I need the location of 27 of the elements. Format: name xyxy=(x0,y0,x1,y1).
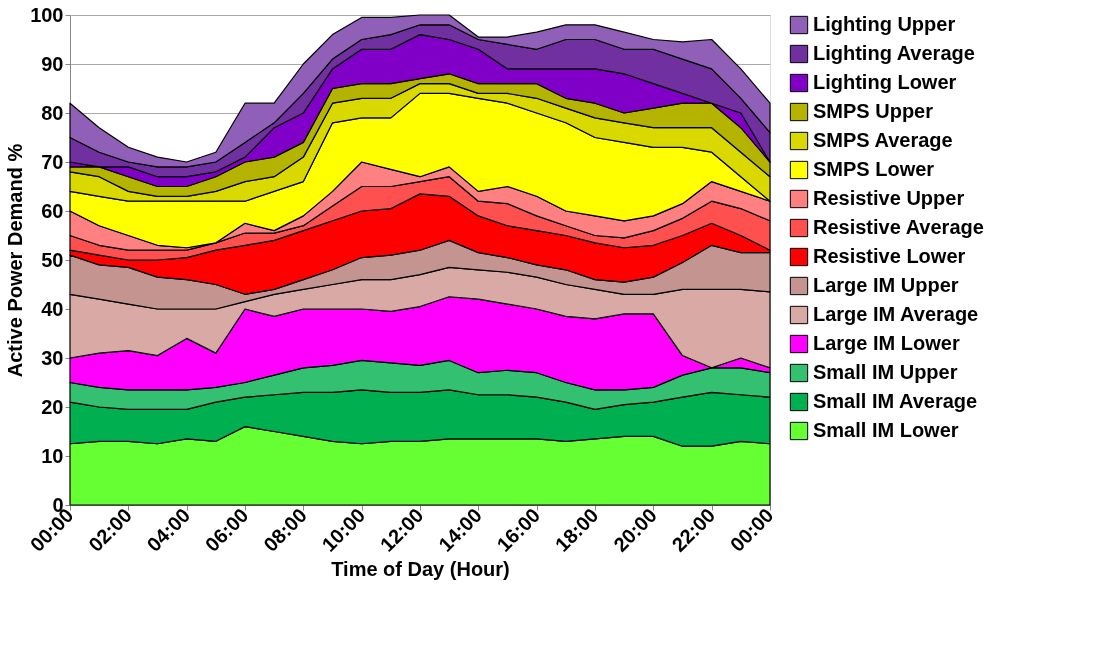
y-tick-label: 70 xyxy=(41,150,64,173)
y-axis-title: Active Power Demand % xyxy=(4,143,27,378)
legend-label: Large IM Upper xyxy=(813,274,959,296)
legend-label: Small IM Average xyxy=(813,390,978,412)
legend-label: Small IM Upper xyxy=(813,361,958,383)
y-tick-label: 100 xyxy=(30,3,64,26)
legend-label: SMPS Average xyxy=(813,129,953,151)
y-tick-label: 90 xyxy=(41,52,64,75)
legend-label: SMPS Lower xyxy=(813,158,935,180)
x-axis-title: Time of Day (Hour) xyxy=(331,557,510,580)
y-tick-label: 60 xyxy=(41,199,64,222)
legend-label: Large IM Lower xyxy=(813,332,960,354)
y-tick-label: 30 xyxy=(41,346,64,369)
legend-label: Resistive Upper xyxy=(813,187,965,209)
y-tick-label: 10 xyxy=(41,444,64,467)
legend-label: Lighting Lower xyxy=(813,71,957,93)
y-tick-label: 20 xyxy=(41,395,64,418)
legend-label: Lighting Upper xyxy=(813,13,956,35)
y-tick-label: 50 xyxy=(41,248,64,271)
y-tick-label: 40 xyxy=(41,297,64,320)
legend-label: Small IM Lower xyxy=(813,419,959,441)
y-tick-label: 80 xyxy=(41,101,64,124)
legend-label: Lighting Average xyxy=(813,42,975,64)
legend-label: SMPS Upper xyxy=(813,100,934,122)
legend-label: Resistive Lower xyxy=(813,245,966,267)
legend-label: Resistive Average xyxy=(813,216,984,238)
legend-label: Large IM Average xyxy=(813,303,979,325)
